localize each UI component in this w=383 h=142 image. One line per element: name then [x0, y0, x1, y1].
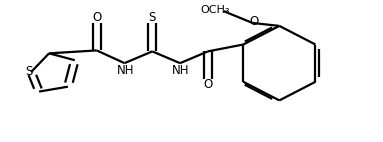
Text: NH: NH [117, 64, 134, 77]
Text: S: S [149, 11, 156, 24]
Text: NH: NH [172, 64, 190, 77]
Text: S: S [26, 65, 33, 78]
Text: O: O [250, 15, 259, 28]
Text: O: O [203, 78, 213, 91]
Text: O: O [92, 11, 101, 24]
Text: OCH₃: OCH₃ [201, 5, 230, 15]
